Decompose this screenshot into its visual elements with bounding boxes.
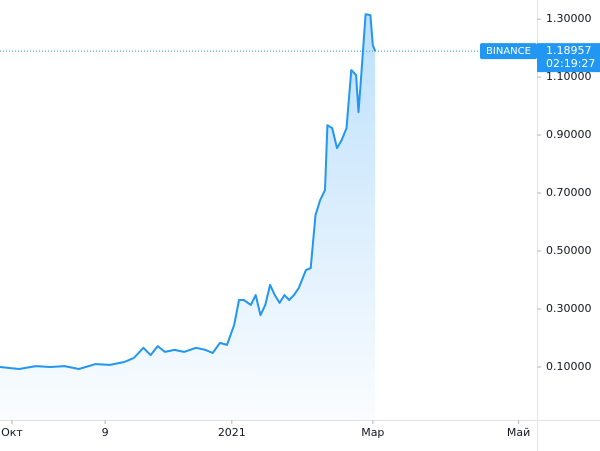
y-tick-label: 0.70000 [546,186,592,199]
x-tick-label: Мар [361,426,384,439]
countdown-label: 02:19:27 [546,57,595,70]
y-tick-label: 1.30000 [546,12,592,25]
exchange-badge [480,43,537,60]
area [0,14,376,420]
y-tick-label: 0.30000 [546,302,592,315]
price-line [0,13,377,370]
y-tick-label: 0.50000 [546,244,592,257]
y-tick-label: 0.90000 [546,128,592,141]
exchange-label: BINANCE [486,46,531,57]
x-tick-label: Май [507,426,530,439]
x-tick-label: Окт [1,426,23,439]
price-badge [537,43,600,73]
y-tick-label: 0.10000 [546,360,592,373]
price-label: 1.18957 [546,44,592,57]
x-tick-label: 2021 [218,426,246,439]
y-tick-label: 1.10000 [546,70,592,83]
x-tick-label: 9 [102,426,109,439]
